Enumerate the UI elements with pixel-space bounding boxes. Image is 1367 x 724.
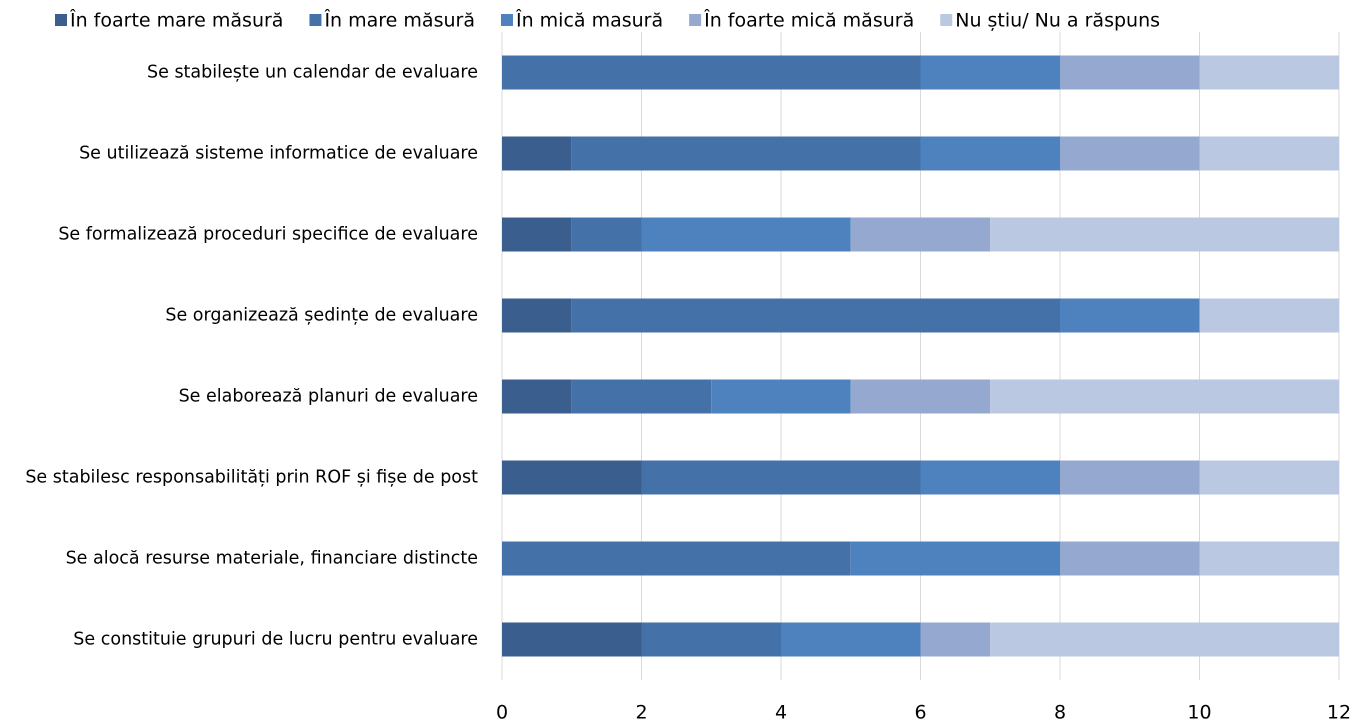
category-label: Se organizează ședințe de evaluare	[165, 306, 478, 326]
bar-segment	[1060, 541, 1200, 576]
bar-segment	[850, 379, 991, 414]
bar-segment	[502, 217, 572, 252]
category-label: Se alocă resurse materiale, financiare d…	[66, 549, 478, 569]
y-tick-label: Se utilizează sisteme informatice de eva…	[79, 144, 478, 164]
bar-segment	[920, 136, 1060, 171]
x-tick-label: 10	[1187, 702, 1211, 724]
bar-segment	[1060, 460, 1200, 495]
category-label: Se stabilește un calendar de evaluare	[147, 63, 478, 83]
bar-segment	[1199, 298, 1339, 333]
bar-segment	[1060, 55, 1200, 90]
legend-label: În foarte mare măsură	[69, 9, 283, 32]
bar-segment	[920, 460, 1060, 495]
legend-swatch	[940, 14, 953, 26]
bar-segment	[850, 541, 1060, 576]
legend-swatch	[689, 14, 702, 26]
bar-segment	[571, 298, 1060, 333]
bar-segment	[571, 217, 642, 252]
x-tick-label: 12	[1327, 702, 1351, 724]
bar-segment	[641, 217, 851, 252]
x-tick-label: 6	[914, 702, 926, 724]
y-tick-label: Se stabilește un calendar de evaluare	[147, 63, 478, 83]
legend-label: Nu știu/ Nu a răspuns	[955, 10, 1160, 32]
x-tick-label: 8	[1054, 702, 1066, 724]
bar-segment	[1199, 136, 1339, 171]
category-label: Se constituie grupuri de lucru pentru ev…	[73, 630, 478, 650]
x-tick-label: 4	[775, 702, 787, 724]
bar-segment	[502, 622, 642, 657]
legend-label: În mică masură	[515, 9, 663, 32]
legend-label: În mare măsură	[323, 9, 475, 32]
bar-segment	[1199, 55, 1339, 90]
bar-segment	[571, 379, 712, 414]
bar-segment	[711, 379, 851, 414]
y-tick-label: Se elaborează planuri de evaluare	[179, 387, 478, 407]
category-label: Se elaborează planuri de evaluare	[179, 387, 478, 407]
y-tick-label: Se stabilesc responsabilități prin ROF ș…	[25, 468, 478, 488]
bar-segment	[1060, 136, 1200, 171]
y-tick-label: Se formalizează proceduri specifice de e…	[58, 225, 478, 245]
bar-segment	[1199, 460, 1339, 495]
bar-segment	[641, 460, 921, 495]
legend-label: În foarte mică măsură	[703, 9, 914, 32]
bar-segment	[502, 298, 572, 333]
bar-segment	[781, 622, 921, 657]
bar-segment	[1060, 298, 1200, 333]
bar-segment	[920, 622, 991, 657]
bar-segment	[641, 622, 781, 657]
bar-segment	[920, 55, 1060, 90]
bar-segment	[990, 379, 1339, 414]
x-tick-label: 2	[635, 702, 647, 724]
bar-segment	[571, 136, 921, 171]
x-tick-label: 0	[496, 702, 508, 724]
bar-segment	[502, 460, 642, 495]
bar-segment	[990, 622, 1339, 657]
legend-swatch	[500, 14, 513, 26]
y-tick-label: Se constituie grupuri de lucru pentru ev…	[73, 630, 478, 650]
y-tick-label: Se organizează ședințe de evaluare	[165, 306, 478, 326]
category-label: Se utilizează sisteme informatice de eva…	[79, 144, 478, 164]
bar-segment	[502, 136, 572, 171]
category-label: Se stabilesc responsabilități prin ROF ș…	[25, 468, 478, 488]
legend-swatch	[55, 14, 67, 26]
category-label: Se formalizează proceduri specifice de e…	[58, 225, 478, 245]
bar-segment	[502, 55, 921, 90]
bar-segment	[850, 217, 991, 252]
bar-segment	[502, 541, 851, 576]
legend-swatch	[309, 14, 322, 26]
bar-segment	[1199, 541, 1339, 576]
bar-segment	[990, 217, 1339, 252]
y-tick-label: Se alocă resurse materiale, financiare d…	[66, 549, 478, 569]
bar-segment	[502, 379, 572, 414]
